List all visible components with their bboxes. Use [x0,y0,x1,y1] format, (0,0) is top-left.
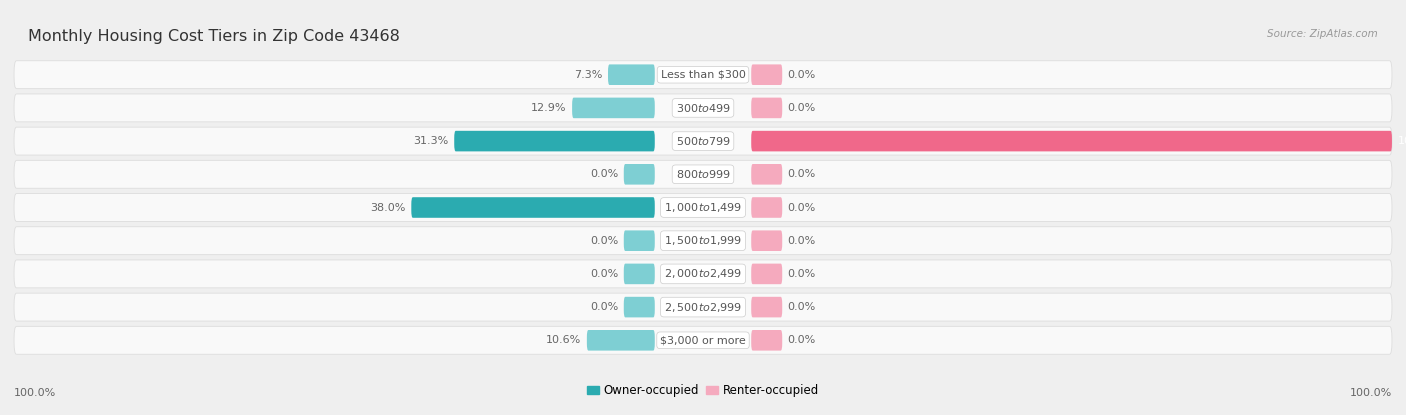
FancyBboxPatch shape [751,197,782,218]
Text: Less than $300: Less than $300 [661,70,745,80]
Text: $2,000 to $2,499: $2,000 to $2,499 [664,267,742,281]
Text: $3,000 or more: $3,000 or more [661,335,745,345]
Text: 100.0%: 100.0% [1350,388,1392,398]
Text: 100.0%: 100.0% [1398,136,1406,146]
FancyBboxPatch shape [751,230,782,251]
Text: $1,000 to $1,499: $1,000 to $1,499 [664,201,742,214]
FancyBboxPatch shape [586,330,655,351]
Text: Monthly Housing Cost Tiers in Zip Code 43468: Monthly Housing Cost Tiers in Zip Code 4… [28,29,399,44]
Text: 0.0%: 0.0% [787,169,815,179]
Text: 0.0%: 0.0% [591,169,619,179]
FancyBboxPatch shape [624,230,655,251]
FancyBboxPatch shape [751,330,782,351]
Text: $300 to $499: $300 to $499 [675,102,731,114]
FancyBboxPatch shape [14,160,1392,188]
FancyBboxPatch shape [454,131,655,151]
Text: $2,500 to $2,999: $2,500 to $2,999 [664,300,742,314]
FancyBboxPatch shape [14,193,1392,222]
Legend: Owner-occupied, Renter-occupied: Owner-occupied, Renter-occupied [588,384,818,397]
Text: 0.0%: 0.0% [591,269,619,279]
FancyBboxPatch shape [751,164,782,185]
FancyBboxPatch shape [607,64,655,85]
Text: 0.0%: 0.0% [787,236,815,246]
Text: 10.6%: 10.6% [546,335,581,345]
Text: 0.0%: 0.0% [591,236,619,246]
FancyBboxPatch shape [14,326,1392,354]
FancyBboxPatch shape [624,164,655,185]
FancyBboxPatch shape [751,64,782,85]
FancyBboxPatch shape [751,131,1392,151]
Text: 38.0%: 38.0% [370,203,406,212]
Text: 7.3%: 7.3% [574,70,603,80]
FancyBboxPatch shape [14,61,1392,89]
Text: 0.0%: 0.0% [787,70,815,80]
FancyBboxPatch shape [14,127,1392,155]
Text: 0.0%: 0.0% [787,269,815,279]
FancyBboxPatch shape [572,98,655,118]
Text: 0.0%: 0.0% [787,203,815,212]
FancyBboxPatch shape [14,94,1392,122]
Text: 31.3%: 31.3% [413,136,449,146]
Text: Source: ZipAtlas.com: Source: ZipAtlas.com [1267,29,1378,39]
Text: 0.0%: 0.0% [787,335,815,345]
FancyBboxPatch shape [14,227,1392,255]
Text: 0.0%: 0.0% [787,302,815,312]
Text: $800 to $999: $800 to $999 [675,168,731,180]
Text: $1,500 to $1,999: $1,500 to $1,999 [664,234,742,247]
FancyBboxPatch shape [751,98,782,118]
FancyBboxPatch shape [751,297,782,317]
Text: $500 to $799: $500 to $799 [675,135,731,147]
FancyBboxPatch shape [751,264,782,284]
Text: 100.0%: 100.0% [14,388,56,398]
FancyBboxPatch shape [624,297,655,317]
Text: 0.0%: 0.0% [591,302,619,312]
FancyBboxPatch shape [412,197,655,218]
FancyBboxPatch shape [14,260,1392,288]
FancyBboxPatch shape [624,264,655,284]
FancyBboxPatch shape [14,293,1392,321]
Text: 0.0%: 0.0% [787,103,815,113]
Text: 12.9%: 12.9% [531,103,567,113]
